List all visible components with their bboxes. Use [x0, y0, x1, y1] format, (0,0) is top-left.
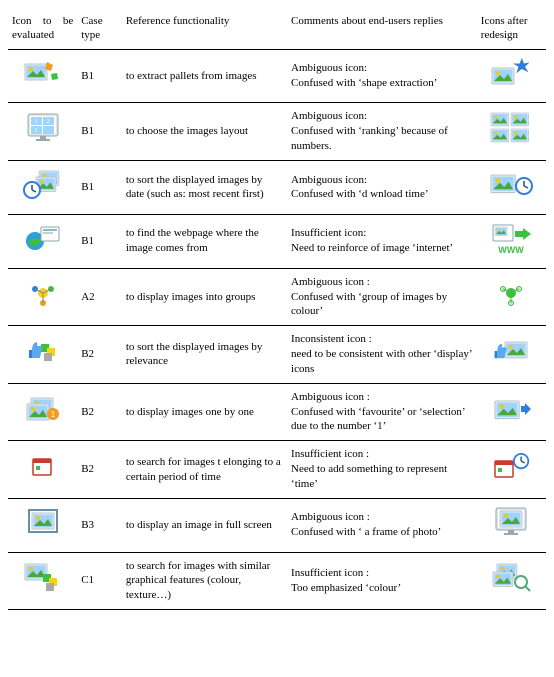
- icon-before-cell: [8, 49, 77, 103]
- icon-after: [489, 221, 533, 257]
- icon-before: [21, 560, 65, 596]
- icon-after-cell: [477, 268, 546, 326]
- case-type-cell: B2: [77, 326, 122, 384]
- icon-before-cell: [8, 160, 77, 214]
- case-type-cell: B1: [77, 160, 122, 214]
- comments-cell: Ambiguous icon : Confused with ‘group of…: [287, 268, 477, 326]
- icon-before: [21, 111, 65, 147]
- icon-after-cell: [477, 383, 546, 441]
- icon-after-cell: [477, 49, 546, 103]
- functionality-cell: to extract pallets from images: [122, 49, 287, 103]
- table-row: B2to search for images t elonging to a c…: [8, 441, 546, 499]
- col-functionality: Reference functionality: [122, 8, 287, 49]
- case-type-cell: B3: [77, 498, 122, 552]
- comments-cell: Ambiguous icon : Confused with ‘ a frame…: [287, 498, 477, 552]
- col-icon-after: Icons after redesign: [477, 8, 546, 49]
- comments-cell: Insufficient icon : Need to add somethin…: [287, 441, 477, 499]
- icon-before: [21, 334, 65, 370]
- icon-after-cell: [477, 498, 546, 552]
- case-type-cell: B1: [77, 103, 122, 161]
- table-row: B1to find the webpage where the image co…: [8, 214, 546, 268]
- comments-cell: Insufficient icon: Need to reinforce of …: [287, 214, 477, 268]
- icon-after-cell: [477, 160, 546, 214]
- case-type-cell: B1: [77, 49, 122, 103]
- case-type-cell: B1: [77, 214, 122, 268]
- icon-after: [489, 167, 533, 203]
- icon-before-cell: [8, 103, 77, 161]
- icon-after: [489, 111, 533, 147]
- icon-evaluation-table: Icon to be evaluated Case type Reference…: [8, 8, 546, 610]
- icon-before: [21, 167, 65, 203]
- case-type-cell: C1: [77, 552, 122, 610]
- col-comments: Comments about end-users replies: [287, 8, 477, 49]
- table-row: B1to sort the displayed images by date (…: [8, 160, 546, 214]
- icon-before-cell: [8, 268, 77, 326]
- icon-after-cell: [477, 103, 546, 161]
- table-row: B1to extract pallets from imagesAmbiguou…: [8, 49, 546, 103]
- functionality-cell: to display an image in full screen: [122, 498, 287, 552]
- case-type-cell: A2: [77, 268, 122, 326]
- comments-cell: Inconsistent icon : need to be consisten…: [287, 326, 477, 384]
- table-row: B2to display images one by oneAmbiguous …: [8, 383, 546, 441]
- icon-after-cell: [477, 441, 546, 499]
- icon-before: [21, 449, 65, 485]
- functionality-cell: to sort the displayed images by relevanc…: [122, 326, 287, 384]
- icon-before: [21, 392, 65, 428]
- icon-after-cell: [477, 552, 546, 610]
- table-row: B3to display an image in full screenAmbi…: [8, 498, 546, 552]
- case-type-cell: B2: [77, 441, 122, 499]
- icon-before-cell: [8, 383, 77, 441]
- comments-cell: Ambiguous icon : Confused with ‘favourit…: [287, 383, 477, 441]
- comments-cell: Ambiguous icon: Confused with ‘ranking’ …: [287, 103, 477, 161]
- table-row: A2to display images into groupsAmbiguous…: [8, 268, 546, 326]
- functionality-cell: to find the webpage where the image come…: [122, 214, 287, 268]
- icon-before-cell: [8, 441, 77, 499]
- comments-cell: Ambiguous icon: Confused with ‘shape ext…: [287, 49, 477, 103]
- col-case-type: Case type: [77, 8, 122, 49]
- icon-after: [489, 560, 533, 596]
- icon-before-cell: [8, 552, 77, 610]
- functionality-cell: to display images into groups: [122, 268, 287, 326]
- icon-after: [489, 449, 533, 485]
- icon-after: [489, 56, 533, 92]
- icon-before: [21, 221, 65, 257]
- functionality-cell: to display images one by one: [122, 383, 287, 441]
- functionality-cell: to choose the images layout: [122, 103, 287, 161]
- icon-before-cell: [8, 498, 77, 552]
- comments-cell: Insufficient icon : Too emphasized ‘colo…: [287, 552, 477, 610]
- table-row: B1to choose the images layoutAmbiguous i…: [8, 103, 546, 161]
- icon-after: [489, 334, 533, 370]
- icon-after-cell: [477, 326, 546, 384]
- icon-before-cell: [8, 326, 77, 384]
- icon-after: [489, 392, 533, 428]
- icon-before: [21, 505, 65, 541]
- case-type-cell: B2: [77, 383, 122, 441]
- icon-after-cell: [477, 214, 546, 268]
- col-icon-eval: Icon to be evaluated: [8, 8, 77, 49]
- functionality-cell: to search for images t elonging to a cer…: [122, 441, 287, 499]
- functionality-cell: to sort the displayed images by date (su…: [122, 160, 287, 214]
- table-row: C1to search for images with similar grap…: [8, 552, 546, 610]
- functionality-cell: to search for images with similar graphi…: [122, 552, 287, 610]
- icon-before-cell: [8, 214, 77, 268]
- comments-cell: Ambiguous icon: Confused with ‘d wnload …: [287, 160, 477, 214]
- table-row: B2to sort the displayed images by releva…: [8, 326, 546, 384]
- icon-before: [21, 56, 65, 92]
- icon-before: [21, 277, 65, 313]
- icon-after: [489, 277, 533, 313]
- icon-after: [489, 505, 533, 541]
